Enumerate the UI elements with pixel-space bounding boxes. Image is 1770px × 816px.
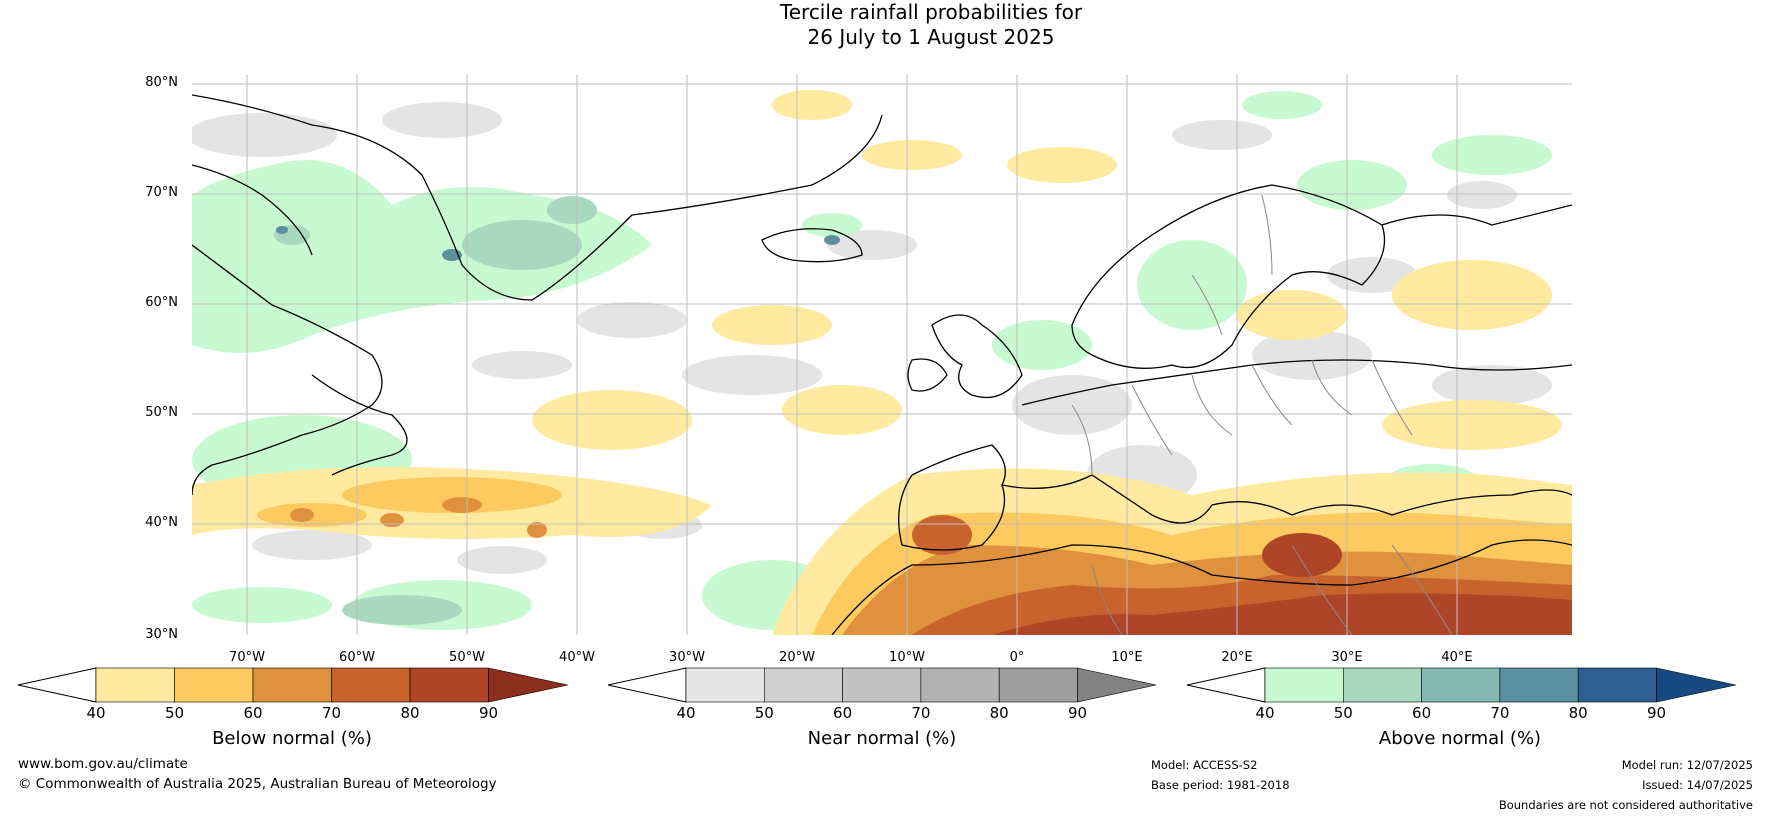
- colorbar-above-swatch-2: [1343, 667, 1422, 703]
- cbar-near-tick-80: 80: [989, 704, 1009, 722]
- colorbar-above-swatch-4: [1499, 667, 1579, 703]
- map-title: Tercile rainfall probabilities for 26 Ju…: [0, 0, 1770, 50]
- cbar-near-tick-40: 40: [676, 704, 696, 722]
- colorbar-above-swatch-3: [1421, 667, 1501, 703]
- lat-label-60n: 60°N: [145, 295, 178, 310]
- lat-label-80n: 80°N: [145, 75, 178, 90]
- colorbar-near-swatch-1: [685, 667, 765, 703]
- colorbar-below-swatch-6: [488, 667, 569, 703]
- lat-label-50n: 50°N: [145, 405, 178, 420]
- cbar-below-tick-70: 70: [321, 704, 342, 722]
- lon-label-20w: 20°W: [779, 650, 815, 665]
- cbar-below-tick-50: 50: [164, 704, 185, 722]
- colorbar-below-normal: 40 50 60 70 80 90: [17, 667, 569, 722]
- cbar-below-tick-40: 40: [86, 704, 106, 722]
- lat-label-40n: 40°N: [145, 515, 178, 530]
- colorbar-below-swatch-4: [331, 667, 411, 703]
- footer-model-run: Model run: 12/07/2025: [1621, 758, 1753, 772]
- cbar-above-tick-90: 90: [1646, 704, 1667, 722]
- cbar-above-tick-70: 70: [1490, 704, 1510, 722]
- colorbar-near-normal-label: Near normal (%): [807, 728, 957, 749]
- cbar-near-tick-90: 90: [1067, 704, 1088, 722]
- colorbar-above-swatch-6: [1656, 667, 1737, 703]
- coastlines: [192, 94, 1572, 635]
- footer-website[interactable]: www.bom.gov.au/climate: [18, 756, 188, 772]
- colorbar-near-swatch-6: [1077, 667, 1157, 703]
- colorbar-below-swatch-5: [409, 667, 489, 703]
- colorbar-near-swatch-4: [920, 667, 1000, 703]
- cbar-above-tick-40: 40: [1255, 704, 1275, 722]
- colorbar-below-swatch-3: [252, 667, 332, 703]
- cbar-below-tick-90: 90: [478, 704, 499, 722]
- title-line-2: 26 July to 1 August 2025: [807, 25, 1055, 49]
- lat-label-30n: 30°N: [145, 627, 178, 642]
- footer-issued: Issued: 14/07/2025: [1642, 778, 1753, 792]
- lon-label-40w: 40°W: [559, 650, 595, 665]
- cbar-above-tick-50: 50: [1333, 704, 1353, 722]
- colorbar-near-swatch-3: [842, 667, 922, 703]
- colorbar-above-normal-graphic: [1186, 667, 1737, 703]
- colorbar-below-swatch-1: [95, 667, 175, 703]
- colorbar-above-swatch-5: [1577, 667, 1657, 703]
- lat-label-70n: 70°N: [145, 185, 178, 200]
- lon-label-0: 0°: [1009, 650, 1025, 665]
- footer-copyright: © Commonwealth of Australia 2025, Austra…: [18, 776, 497, 792]
- colorbar-near-swatch-5: [998, 667, 1078, 703]
- lon-label-60w: 60°W: [339, 650, 375, 665]
- colorbar-below-normal-graphic: [17, 667, 569, 703]
- colorbar-near-normal-graphic: [607, 667, 1157, 703]
- cbar-above-tick-80: 80: [1568, 704, 1588, 722]
- cbar-below-tick-60: 60: [243, 704, 263, 722]
- lon-label-50w: 50°W: [449, 650, 485, 665]
- title-line-1: Tercile rainfall probabilities for: [779, 0, 1083, 24]
- colorbar-above-normal: 40 50 60 70 80 90: [1186, 667, 1737, 722]
- colorbar-above-swatch-1: [1264, 667, 1344, 703]
- lon-label-10w: 10°W: [889, 650, 925, 665]
- cbar-near-tick-60: 60: [833, 704, 853, 722]
- colorbar-below-normal-label: Below normal (%): [212, 728, 372, 749]
- gridlines: [192, 75, 1572, 635]
- probability-map: [192, 75, 1572, 635]
- cbar-near-tick-50: 50: [754, 704, 774, 722]
- lon-label-10e: 10°E: [1111, 650, 1143, 665]
- country-borders: [1071, 194, 1453, 635]
- cbar-below-tick-80: 80: [400, 704, 420, 722]
- lon-label-20e: 20°E: [1221, 650, 1253, 665]
- cbar-near-tick-70: 70: [911, 704, 931, 722]
- lon-label-40e: 40°E: [1441, 650, 1473, 665]
- lon-label-30e: 30°E: [1331, 650, 1363, 665]
- lon-label-30w: 30°W: [669, 650, 705, 665]
- cbar-above-tick-60: 60: [1412, 704, 1432, 722]
- footer-base-period: Base period: 1981-2018: [1151, 778, 1290, 792]
- colorbar-near-swatch-2: [764, 667, 843, 703]
- footer-boundaries-note: Boundaries are not considered authoritat…: [1498, 798, 1753, 812]
- lon-label-70w: 70°W: [229, 650, 265, 665]
- colorbar-above-normal-label: Above normal (%): [1378, 728, 1542, 749]
- footer-model: Model: ACCESS-S2: [1151, 758, 1258, 772]
- colorbar-below-swatch-2: [174, 667, 254, 703]
- colorbar-near-normal: 40 50 60 70 80 90: [607, 667, 1157, 722]
